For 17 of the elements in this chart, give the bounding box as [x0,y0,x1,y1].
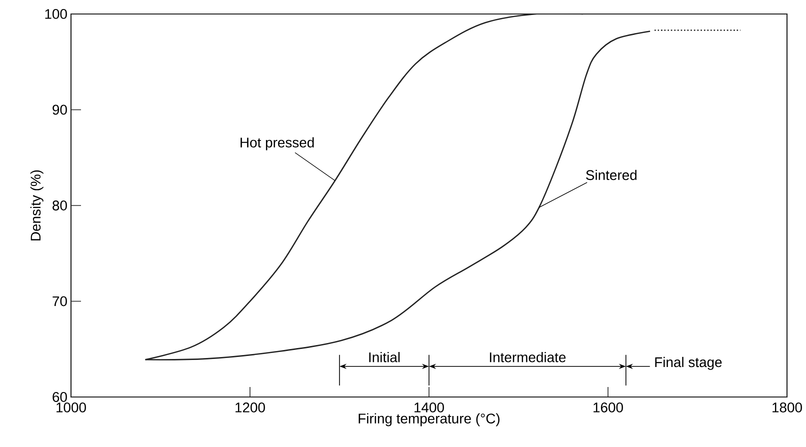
x-tick-label: 1800 [772,402,802,412]
y-tick-label: 60 [52,392,67,402]
annotation: Initial [369,352,400,362]
x-tick-label: 1200 [236,402,265,412]
annotation: Sintered [586,170,636,180]
y-axis-title: Density (%) [30,170,44,240]
y-tick-label: 70 [52,296,67,306]
y-tick-label: 100 [45,9,67,19]
x-tick-label: 1000 [56,402,86,412]
x-tick-label: 1600 [594,402,623,412]
annotation: Hot pressed [240,137,314,150]
annotation: Final stage [655,356,722,370]
x-axis-title: Firing temperature (°C) [358,413,500,426]
x-tick-label: 1400 [414,402,444,412]
y-tick-label: 80 [52,200,67,210]
annotation: Intermediate [490,352,566,362]
y-tick-label: 90 [52,104,67,115]
